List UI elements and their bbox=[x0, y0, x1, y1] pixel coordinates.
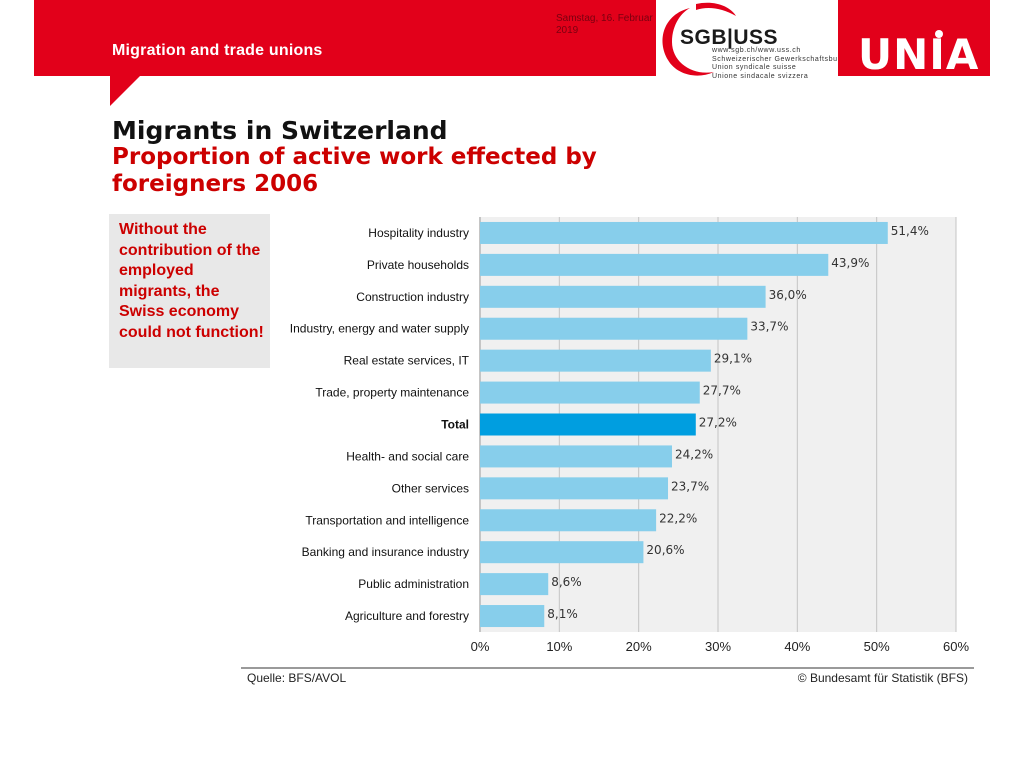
slide-date: Samstag, 16. Februar 2019 bbox=[556, 13, 653, 36]
sgb-logo-subtitle: www.sgb.ch/www.uss.ch Schweizerischer Ge… bbox=[712, 47, 847, 81]
bar-value-label: 22,2% bbox=[659, 511, 697, 525]
page-title: Migrants in Switzerland bbox=[112, 116, 448, 145]
category-label: Hospitality industry bbox=[368, 226, 469, 240]
bar-value-label: 20,6% bbox=[646, 543, 684, 557]
bar-value-label: 8,6% bbox=[551, 575, 582, 589]
callout-box bbox=[109, 214, 270, 368]
category-label: Other services bbox=[392, 481, 469, 495]
bar bbox=[480, 317, 748, 340]
x-tick-label: 60% bbox=[943, 639, 969, 654]
sgb-line: www.sgb.ch/www.uss.ch bbox=[712, 47, 801, 54]
bar-value-label: 8,1% bbox=[547, 607, 578, 621]
category-label: Construction industry bbox=[356, 290, 469, 304]
category-label: Agriculture and forestry bbox=[345, 609, 469, 623]
unia-logo-box bbox=[838, 0, 990, 76]
category-label: Industry, energy and water supply bbox=[290, 322, 469, 336]
x-tick-label: 50% bbox=[864, 639, 890, 654]
x-tick-label: 30% bbox=[705, 639, 731, 654]
bar-value-label: 27,2% bbox=[699, 416, 737, 430]
bar-value-label: 33,7% bbox=[750, 320, 788, 334]
bar bbox=[480, 285, 766, 308]
bar bbox=[480, 253, 829, 276]
header-bar bbox=[34, 0, 656, 76]
sgb-line: Union syndicale suisse bbox=[712, 64, 797, 71]
bar bbox=[480, 541, 644, 564]
x-tick-label: 0% bbox=[471, 639, 490, 654]
sgb-line: Unione sindacale svizzera bbox=[712, 72, 809, 80]
bar-value-label: 51,4% bbox=[891, 224, 929, 238]
header-bar-tail bbox=[110, 76, 140, 106]
bar bbox=[480, 573, 549, 596]
category-label: Banking and insurance industry bbox=[302, 545, 469, 559]
bar bbox=[480, 477, 669, 500]
page-subtitle: Proportion of active work effected by fo… bbox=[112, 144, 597, 197]
sgb-logo-text: SGB|USS bbox=[680, 26, 779, 49]
unia-logo-dot-icon bbox=[935, 30, 943, 38]
category-label: Transportation and intelligence bbox=[305, 513, 469, 527]
category-label: Public administration bbox=[358, 577, 469, 591]
bar-value-label: 23,7% bbox=[671, 479, 709, 493]
footer-divider bbox=[241, 667, 974, 669]
bar-value-label: 43,9% bbox=[831, 256, 869, 270]
bar-value-label: 24,2% bbox=[675, 447, 713, 461]
category-label: Real estate services, IT bbox=[344, 354, 470, 368]
unia-logo-text: UNIA bbox=[858, 30, 980, 79]
copyright-label: © Bundesamt für Statistik (BFS) bbox=[797, 671, 968, 685]
sgb-logo-icon bbox=[662, 2, 736, 76]
source-label: Quelle: BFS/AVOL bbox=[247, 671, 347, 685]
bar-value-label: 29,1% bbox=[714, 352, 752, 366]
x-tick-label: 40% bbox=[784, 639, 810, 654]
callout-text: Without the contribution of the employed… bbox=[119, 221, 264, 341]
category-label: Trade, property maintenance bbox=[315, 386, 469, 400]
bar bbox=[480, 221, 888, 244]
category-label: Private households bbox=[367, 258, 469, 272]
bar-total bbox=[480, 413, 696, 436]
bar bbox=[480, 445, 672, 468]
category-label: Health- and social care bbox=[346, 449, 469, 463]
bar bbox=[480, 509, 657, 532]
sgb-line: Schweizerischer Gewerkschaftsbund bbox=[712, 55, 847, 63]
bar-chart: 0% 10% 20% 30% 40% 50% 60% 51,4% Hospitality ind… bbox=[290, 217, 969, 654]
bar bbox=[480, 349, 711, 372]
x-tick-label: 20% bbox=[626, 639, 652, 654]
bar-value-label: 36,0% bbox=[769, 288, 807, 302]
section-title: Migration and trade unions bbox=[112, 42, 323, 59]
bar bbox=[480, 605, 545, 628]
category-label: Total bbox=[441, 418, 469, 432]
x-tick-label: 10% bbox=[546, 639, 572, 654]
bar-value-label: 27,7% bbox=[703, 384, 741, 398]
bar bbox=[480, 381, 700, 404]
